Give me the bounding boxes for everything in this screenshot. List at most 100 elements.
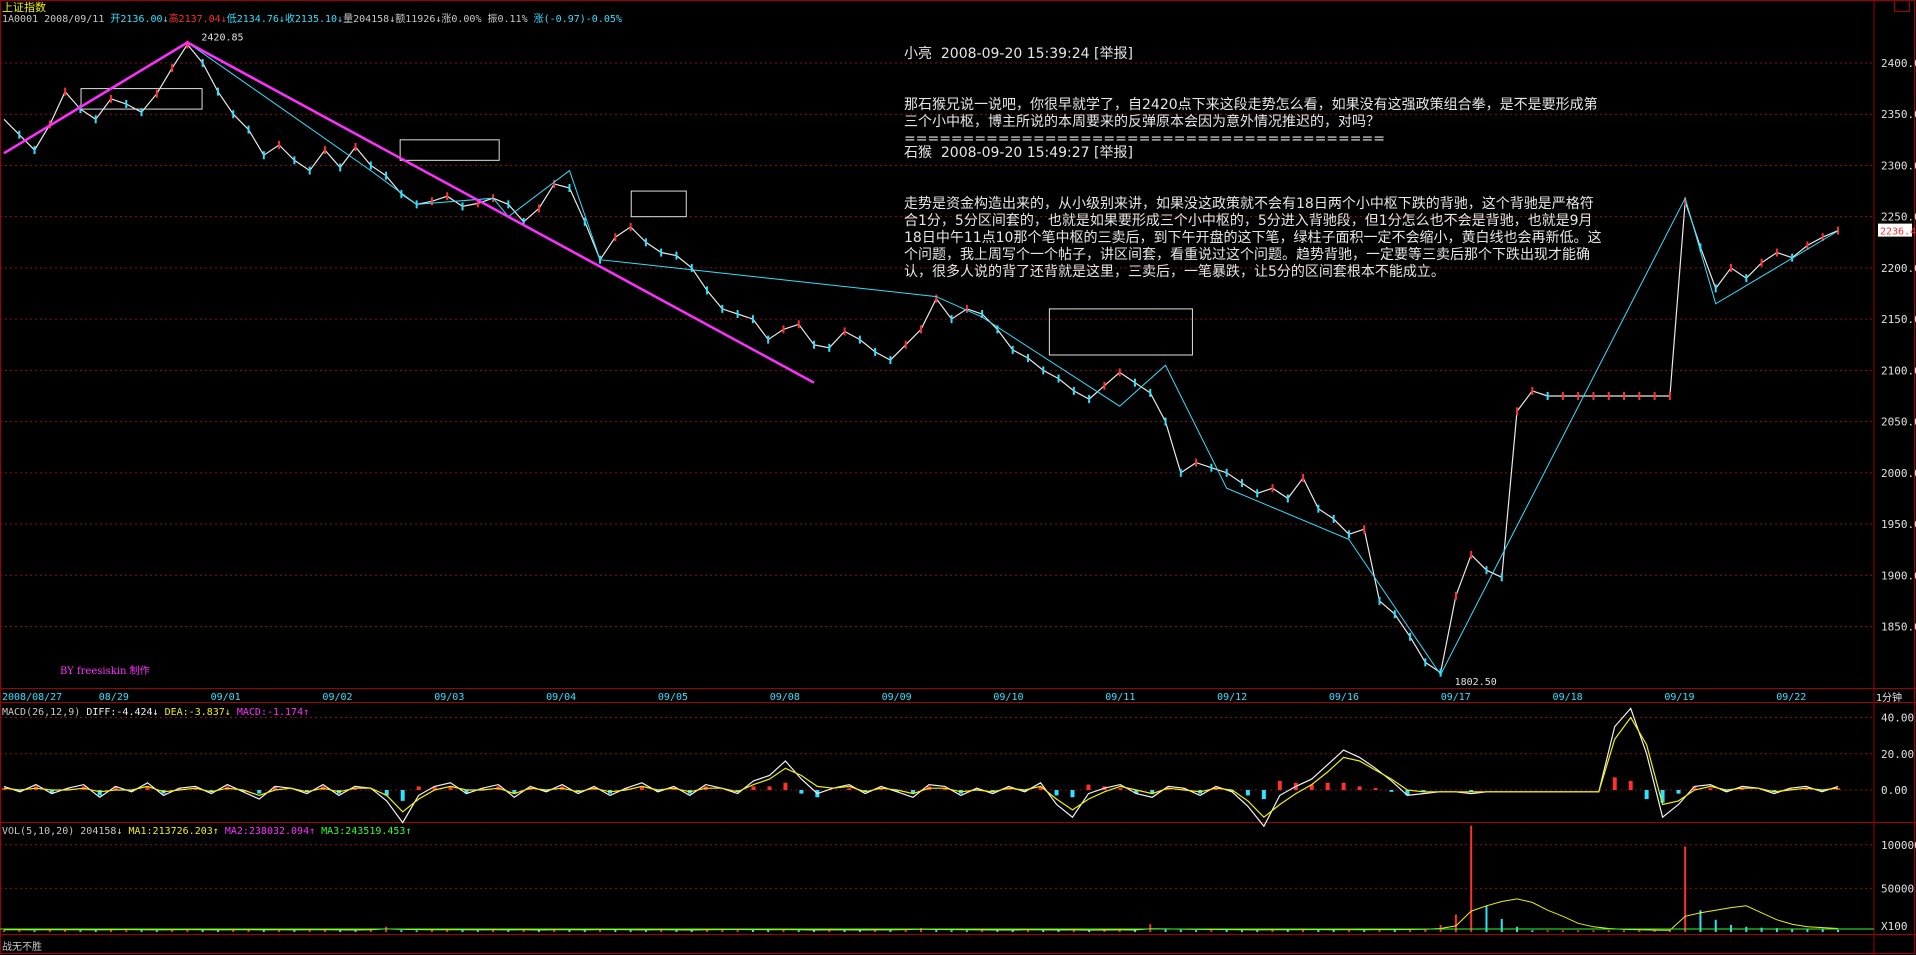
quote-low: 低2134.76↓ (226, 14, 285, 25)
macd-tick-label: 0.00 (1881, 784, 1908, 797)
macd-bar (671, 788, 676, 790)
comment-1: 小亮 2008-09-20 15:39:24 [举报] 那石猴兄说一说吧，你很早… (904, 12, 1704, 165)
y-tick-label: 2050.00 (1881, 416, 1916, 429)
x-tick-label: 2008/08/27 (2, 692, 62, 703)
timeframe-label[interactable]: 1分钟 (1876, 693, 1903, 704)
macd-bar (17, 790, 22, 792)
macd-bar (735, 790, 740, 792)
macd-bar (1325, 782, 1330, 790)
quote-open: 开2136.00↓ (110, 14, 169, 25)
macd-bar (911, 790, 916, 794)
quote-bar: 1A0001 2008/09/11 开2136.00↓高2137.04↓低213… (2, 14, 622, 26)
macd-bar (1038, 786, 1043, 790)
macd-bar (1836, 788, 1840, 790)
vol-ma-line (3, 898, 1839, 931)
macd-bar (1118, 788, 1123, 790)
x-tick-label: 09/05 (658, 692, 688, 703)
macd-bar (592, 788, 597, 790)
macd-bar (448, 786, 453, 790)
macd-bar (1628, 780, 1633, 790)
macd-bar (480, 788, 485, 790)
vol-ma2: MA2:238032.094↑ (224, 826, 316, 837)
macd-bar (1676, 790, 1681, 794)
macd-bar (1373, 788, 1378, 790)
macd-bar (1006, 788, 1011, 790)
vol-ma3: MA3:243519.453↑ (321, 826, 412, 837)
macd-label: MACD(26,12,9) (2, 707, 81, 718)
macd-bar (145, 786, 150, 790)
macd-bar (1804, 788, 1809, 790)
quote-amount: 额11926↓ (395, 14, 442, 25)
macd-bar (1612, 777, 1617, 790)
current-price-box (1878, 223, 1912, 237)
macd-bar (1166, 788, 1171, 790)
macd-bar (974, 788, 979, 790)
macd-bar (623, 788, 628, 790)
macd-bar (847, 788, 852, 790)
quote-code: 1A0001 2008/09/11 (2, 14, 105, 25)
x-tick-label: 09/22 (1776, 692, 1806, 703)
macd-bar (432, 786, 437, 790)
macd-bar (1405, 790, 1410, 796)
vol-header: VOL(5,10,20) 204158↓ MA1:213726.203↑ MA2… (2, 826, 411, 838)
vol-value: 204158↓ (80, 826, 123, 837)
macd-bar (97, 790, 102, 796)
vol-tick-label: X100 (1881, 920, 1908, 933)
macd-bar (65, 788, 70, 790)
macd-tick-label: 40.00 (1881, 712, 1914, 725)
x-tick-label: 09/16 (1329, 692, 1359, 703)
macd-bar (1261, 790, 1266, 800)
y-tick-label: 2200.00 (1881, 262, 1916, 275)
extreme-label: 1802.50 (1455, 677, 1497, 688)
macd-bar (1277, 780, 1282, 790)
pivot-zone (80, 88, 203, 110)
macd-bar (1660, 790, 1665, 803)
macd-bar (129, 790, 134, 792)
macd-header: MACD(26,12,9) DIFF:-4.424↓ DEA:-3.837↓ M… (2, 707, 309, 719)
pivot-zone (1048, 308, 1193, 356)
macd-bar (1389, 790, 1394, 792)
x-tick-label: 09/04 (546, 692, 576, 703)
macd-bar (1772, 790, 1777, 792)
macd-bar (1740, 788, 1745, 790)
x-tick-label: 09/10 (993, 692, 1023, 703)
macd-bar (1724, 790, 1729, 792)
x-tick-label: 09/03 (434, 692, 464, 703)
quote-high: 高2137.04↓ (168, 14, 227, 25)
x-tick-label: 09/19 (1664, 692, 1694, 703)
y-tick-label: 2150.00 (1881, 313, 1916, 326)
macd-bar (1182, 788, 1187, 790)
comment-2: 石猴 2008-09-20 15:49:27 [举报] 走势是资金构造出来的，从… (904, 111, 1704, 298)
macd-diff: DIFF:-4.424↓ (86, 707, 159, 718)
macd-bar (257, 790, 262, 794)
macd-bar (2, 788, 6, 790)
macd-bar (209, 790, 214, 792)
x-tick-label: 09/09 (882, 692, 912, 703)
macd-bar (352, 788, 357, 790)
y-tick-label: 2000.00 (1881, 467, 1916, 480)
macd-bar (1022, 790, 1027, 792)
comment-2-header: 石猴 2008-09-20 15:49:27 [举报] (904, 145, 1133, 161)
bi-line (3, 41, 1839, 676)
vol-tick-label: 50000 (1881, 882, 1914, 895)
comment-1-header: 小亮 2008-09-20 15:39:24 [举报] (904, 46, 1133, 62)
trend-line (3, 41, 815, 384)
macd-bar (1357, 786, 1362, 790)
macd-bar (1708, 788, 1713, 790)
macd-value: MACD:-1.174↑ (236, 707, 310, 718)
x-tick-label: 09/18 (1553, 692, 1583, 703)
macd-bar (1421, 790, 1426, 792)
macd-bar (193, 788, 198, 790)
macd-bar (879, 788, 884, 790)
macd-bar (1644, 790, 1649, 800)
macd-bar (655, 790, 660, 792)
macd-dea: DEA:-3.837↓ (164, 707, 231, 718)
y-tick-label: 2350.00 (1881, 108, 1916, 121)
macd-bar (990, 790, 995, 792)
macd-bar (1150, 790, 1155, 794)
macd-bar (1054, 790, 1059, 796)
x-tick-label: 09/08 (770, 692, 800, 703)
y-tick-label: 2400.00 (1881, 57, 1916, 70)
